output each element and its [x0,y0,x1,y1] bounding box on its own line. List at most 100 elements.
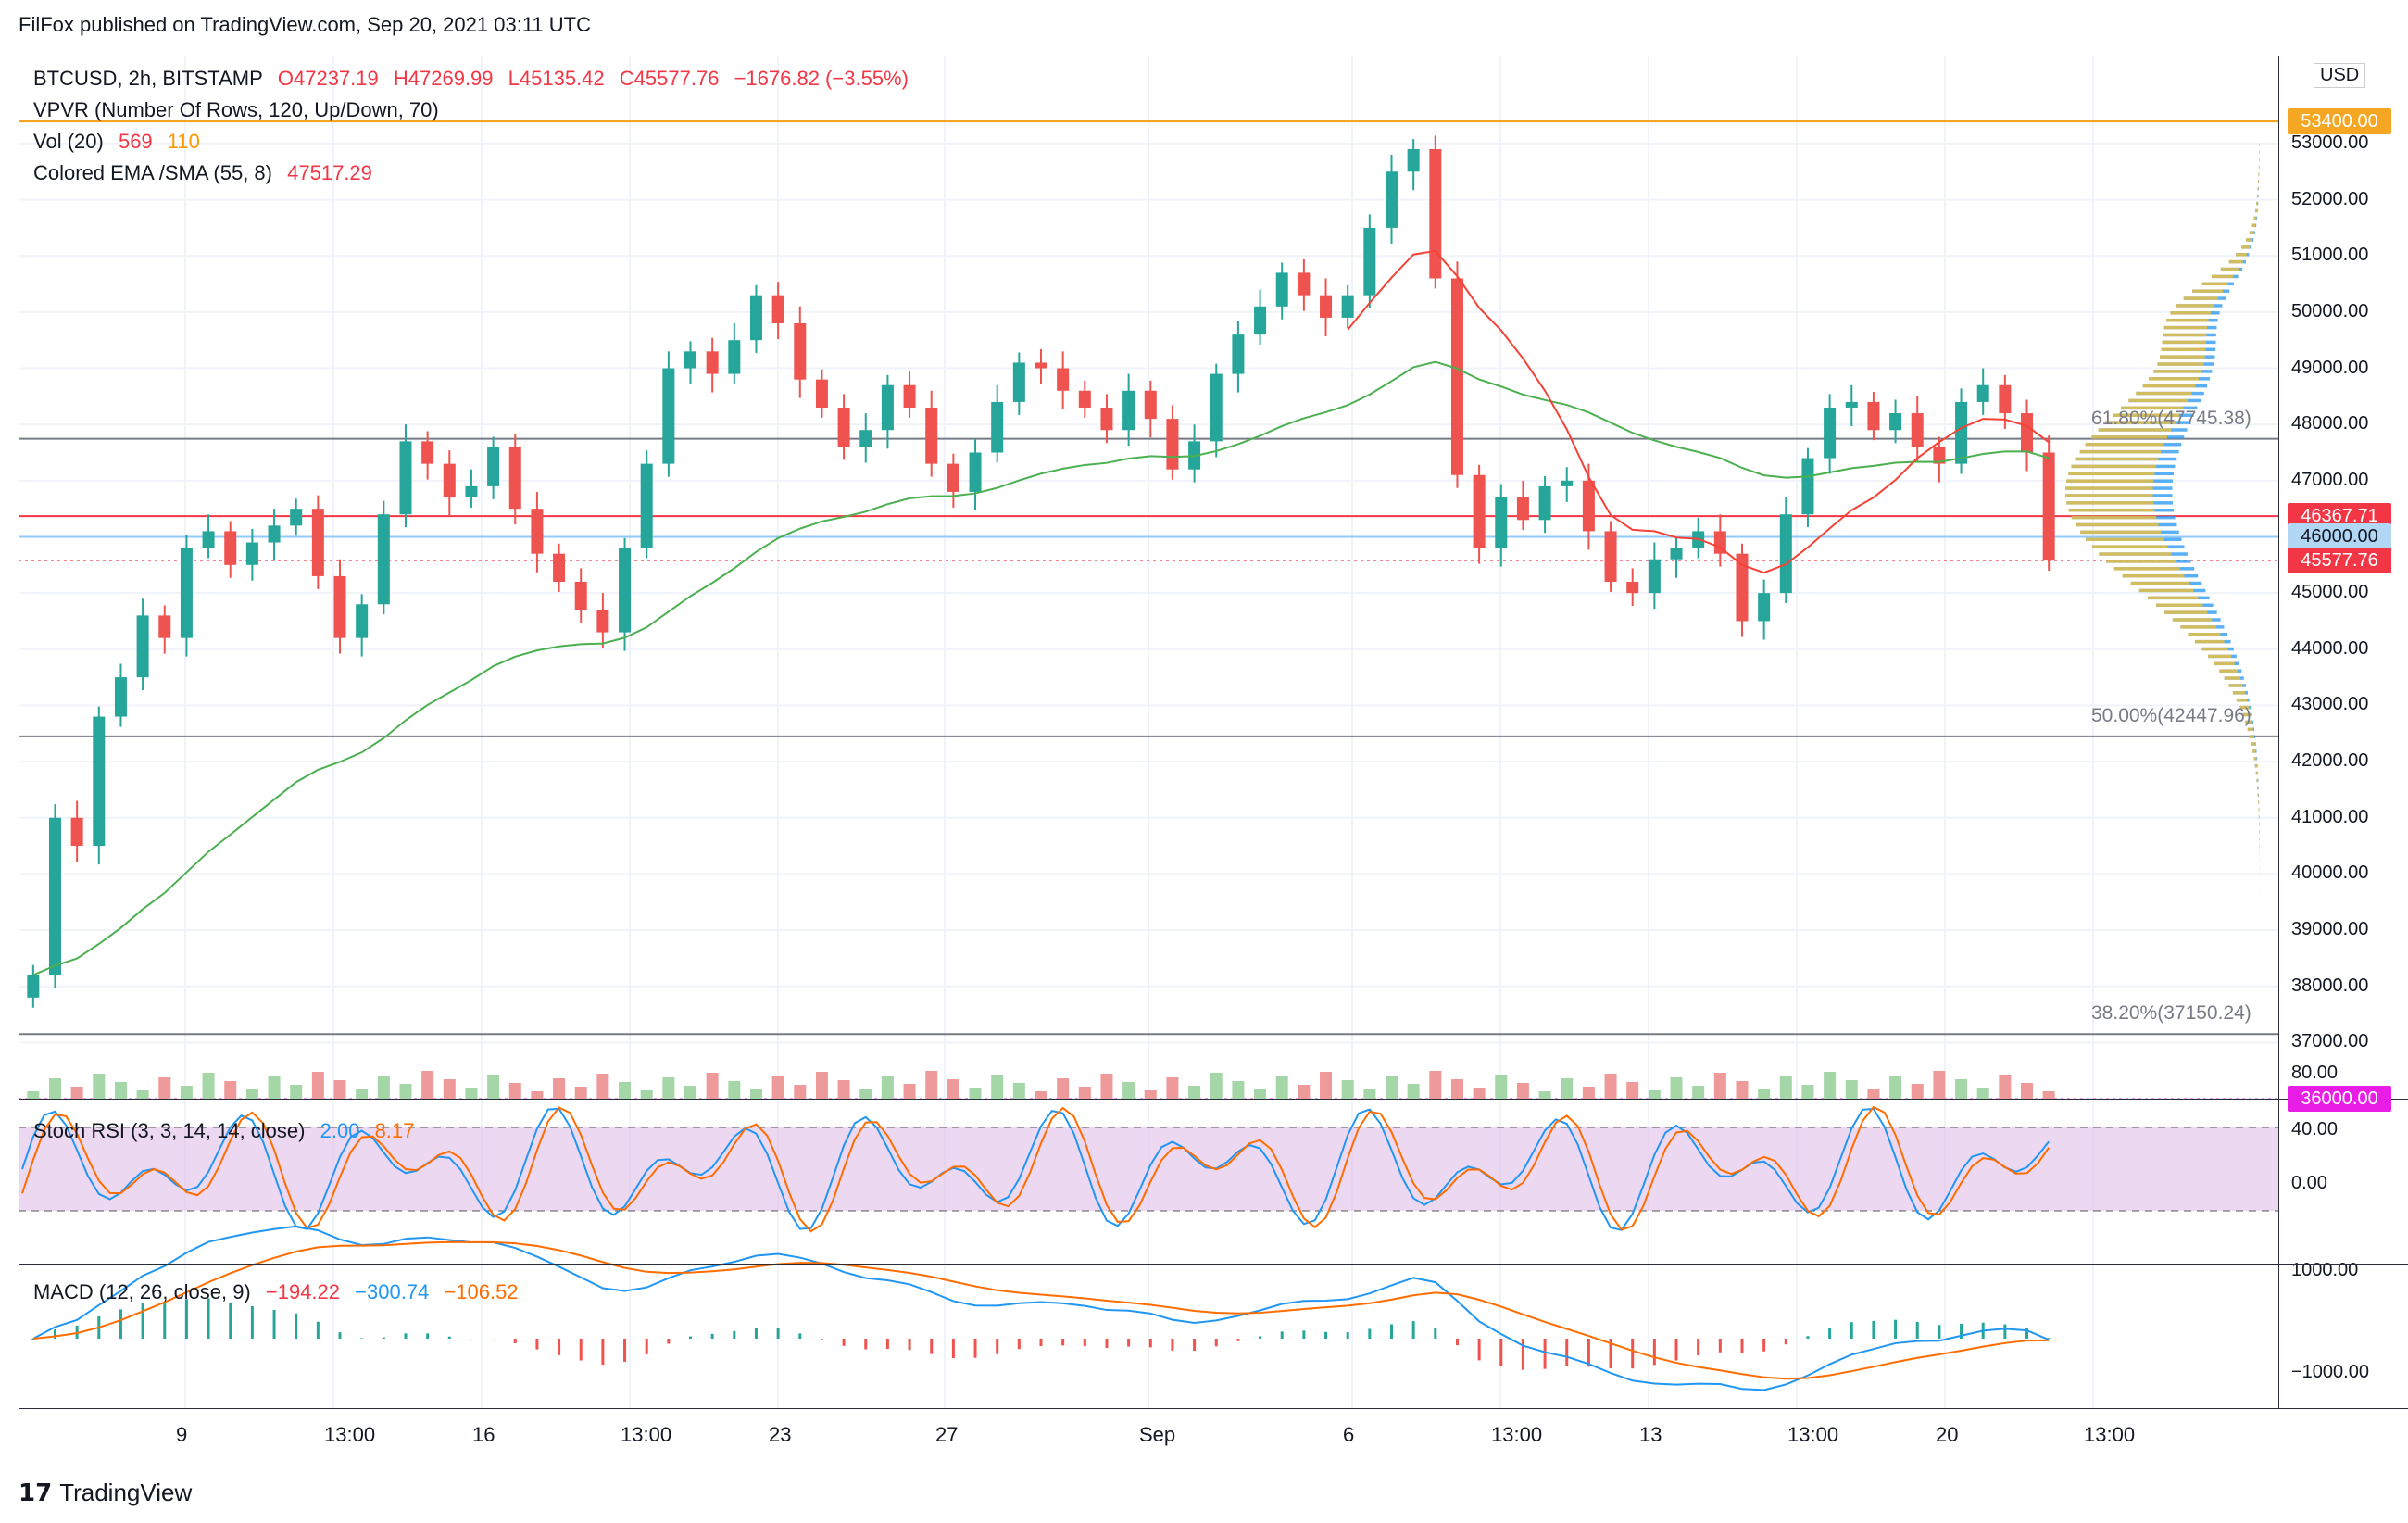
macd-hist-bar [272,1309,276,1339]
sma-line [1347,249,2050,574]
vpvr-bar-down [2065,486,2153,490]
price-tick-label: 39000.00 [2291,919,2369,940]
volume-bar [794,1085,807,1099]
vpvr-bar-down [2253,757,2257,761]
time-tick-label: 16 [472,1423,495,1446]
candle-body [903,384,916,408]
ema-legend: Colored EMA /SMA (55, 8) 47517.29 [33,161,382,185]
low-value: L45135.42 [508,67,605,90]
volume-bar [158,1077,171,1099]
price-tick-label: 42000.00 [2291,750,2369,772]
vpvr-bar-down [2068,472,2155,476]
candle-body [1582,480,1595,532]
macd-hist-bar [798,1333,802,1339]
vpvr-legend: VPVR (Number Of Rows, 120, Up/Down, 70) [33,98,448,122]
volume-bar [728,1081,741,1099]
candle-body [1561,480,1574,486]
tradingview-footer: 𝟭𝟳 TradingView [19,1479,192,1507]
volume-bar [1670,1077,1683,1099]
candle-body [837,407,850,447]
volume-bar [377,1076,390,1099]
time-tick-label: Sep [1139,1423,1176,1446]
candle-body [1341,295,1354,318]
candle-body [1363,227,1376,296]
candle-body [311,509,324,576]
volume-bar [1275,1076,1288,1099]
macd-hist-bar [1565,1339,1569,1367]
macd-hist-bar [1784,1339,1787,1345]
macd-hist-bar [513,1339,517,1343]
price-tick-label: 48000.00 [2291,413,2369,434]
price-axis[interactable] [2278,56,2408,1408]
volume-bar [202,1073,215,1099]
candle-body [399,441,412,515]
price-tick-label: 49000.00 [2291,357,2369,378]
macd-hist-bar [1017,1339,1021,1350]
volume-bar [27,1091,40,1099]
candle-body [1122,390,1135,431]
macd-hist-bar [250,1305,254,1339]
vpvr-bar-down [2188,633,2221,636]
candle-body [508,447,521,510]
macd-hist-bar [2003,1324,2007,1339]
price-tick-label: 44000.00 [2291,637,2369,659]
vpvr-bar-down [2253,216,2257,220]
macd-hist-bar [820,1339,823,1340]
macd-hist-bar [1455,1339,1459,1346]
vpvr-bar-down [2257,786,2259,790]
vpvr-bar-down [2149,377,2200,381]
volume-bar [245,1089,258,1099]
vpvr-bar-down [2183,296,2218,300]
vpvr-bar-down [2258,172,2260,176]
macd-hist-bar [558,1339,561,1355]
volume-bar [619,1082,632,1099]
vpvr-bar-down [2091,435,2168,439]
macd-hist-bar [1193,1339,1197,1352]
signal-line [32,1240,2050,1380]
macd-hist-bar [1083,1339,1086,1347]
candle-body [1450,278,1463,475]
macd-hist-bar [2047,1338,2051,1339]
volume-bar [969,1088,982,1099]
volume-bar [1078,1087,1091,1099]
volume-bar [508,1083,521,1099]
macd-hist-bar [1697,1339,1700,1356]
vpvr-bar-down [2256,194,2259,198]
vpvr-bar-down [2099,552,2172,556]
volume-bar [1779,1076,1792,1099]
volume-bar [180,1086,193,1099]
candle-body [27,975,40,998]
vpvr-bar-down [2247,727,2253,732]
vpvr-bar-down [2066,501,2154,505]
candle-body [794,323,807,380]
vpvr-bar-down [2258,815,2260,819]
macd-hist-bar [1280,1331,1284,1339]
vpvr-bar-down [2142,384,2196,388]
currency-label[interactable]: USD [2314,63,2366,88]
candle-body [1100,407,1113,431]
volume-bar [684,1086,697,1099]
volume-bar [1713,1073,1726,1099]
macd-hist-bar [1324,1331,1328,1339]
macd-hist-bar [667,1339,671,1344]
volume-bar [991,1075,1004,1099]
vpvr-bar-down [2236,253,2247,257]
chart-canvas[interactable] [19,56,2278,1408]
time-tick-label: 13:00 [621,1423,672,1446]
candle-body [684,351,697,369]
candle-body [574,582,587,610]
macd-hist-bar [163,1302,167,1339]
candle-body [1801,458,1814,515]
macd-hist-bar [1718,1339,1722,1353]
candle-body [1933,447,1946,464]
candle-body [596,610,609,633]
macd-hist-bar [1850,1322,1853,1339]
macd-legend: MACD (12, 26, close, 9) −194.22 −300.74 … [33,1280,528,1304]
vpvr-bar-down [2105,421,2176,424]
candle-body [1057,368,1070,391]
macd-hist-bar [1236,1339,1240,1341]
vpvr-bar-down [2252,749,2256,753]
volume-bar [1320,1072,1333,1099]
candle-body [1670,548,1683,560]
vpvr-bar-down [2258,808,2260,812]
